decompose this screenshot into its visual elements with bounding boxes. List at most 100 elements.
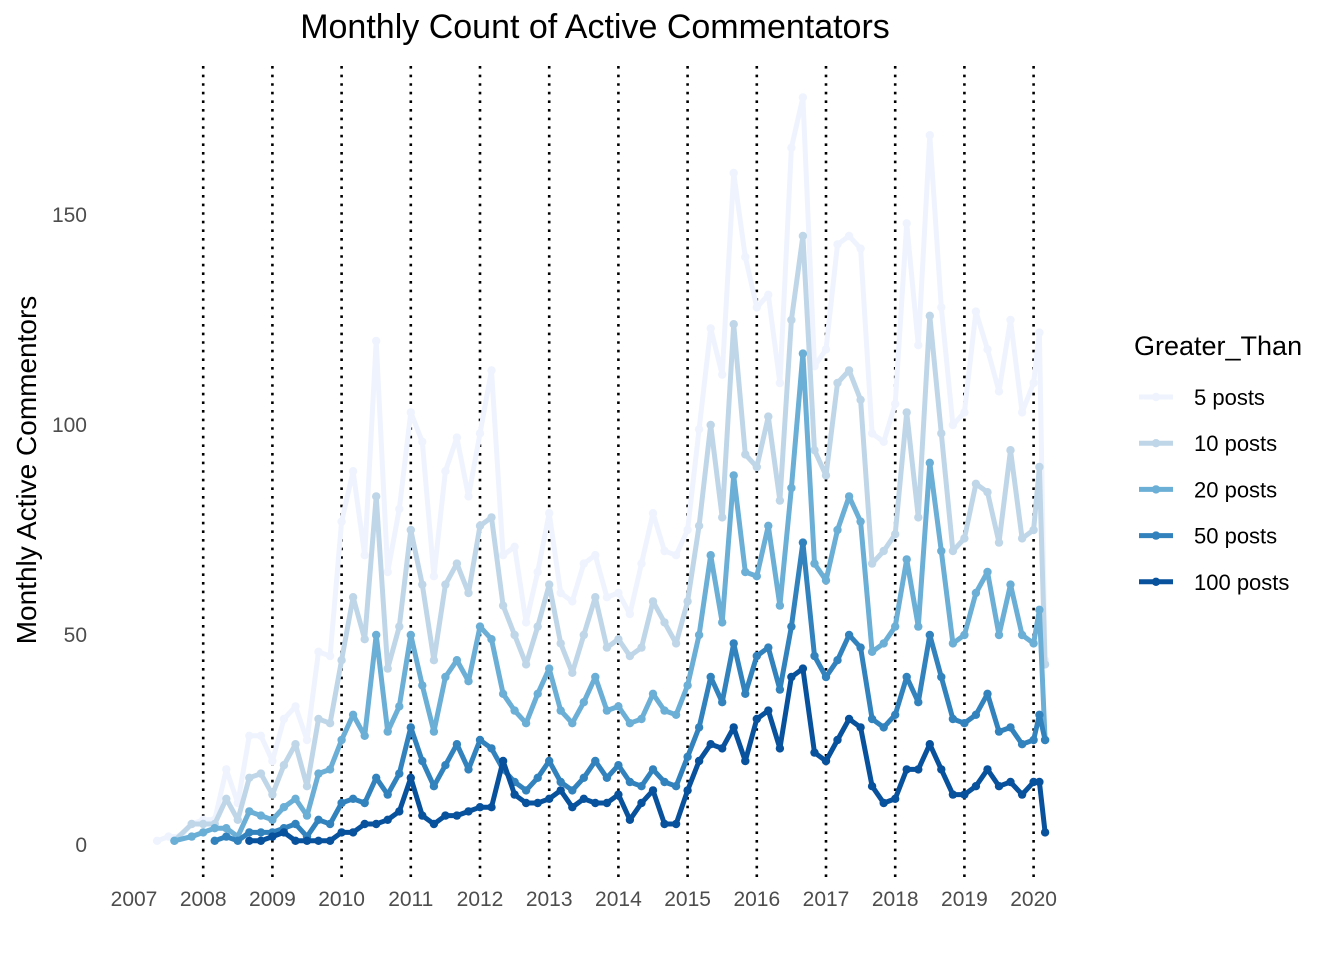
data-point: [925, 131, 934, 140]
data-point: [487, 744, 496, 753]
data-point: [1029, 525, 1038, 535]
data-point: [787, 143, 796, 152]
data-point: [521, 618, 531, 627]
data-point: [787, 315, 796, 325]
data-point: [256, 836, 266, 845]
data-point: [787, 672, 796, 682]
data-point: [856, 723, 865, 732]
x-tick-label: 2017: [803, 888, 850, 911]
data-point: [798, 538, 808, 547]
data-point: [533, 798, 542, 808]
legend-label: 100 posts: [1194, 570, 1289, 595]
data-point: [879, 723, 888, 732]
data-point: [475, 803, 485, 812]
legend-item: 5 posts: [1139, 385, 1265, 410]
data-point: [833, 525, 842, 535]
data-point: [706, 324, 715, 333]
data-point: [210, 824, 219, 833]
data-point: [372, 630, 381, 640]
data-point: [694, 521, 704, 530]
data-point: [614, 790, 623, 799]
data-point: [821, 576, 831, 585]
data-point: [867, 782, 877, 791]
data-point: [752, 714, 761, 724]
data-point: [418, 756, 427, 766]
data-point: [891, 622, 900, 631]
data-point: [222, 794, 231, 803]
data-point: [475, 429, 485, 438]
data-point: [245, 731, 254, 740]
data-point: [879, 437, 888, 446]
x-tick-label: 2010: [318, 888, 365, 911]
data-point: [337, 735, 346, 745]
data-point: [937, 546, 946, 556]
data-point: [533, 773, 542, 782]
data-point: [348, 467, 358, 476]
data-point: [729, 168, 738, 178]
x-tick-label: 2007: [111, 888, 158, 911]
data-point: [395, 504, 404, 514]
data-point: [891, 530, 900, 539]
data-point: [337, 517, 346, 526]
data-point: [302, 836, 312, 845]
x-tick-label: 2013: [526, 888, 573, 911]
data-point: [694, 630, 704, 640]
data-point: [245, 836, 254, 845]
data-point: [464, 765, 473, 774]
data-point: [948, 420, 958, 430]
data-point: [798, 231, 808, 241]
data-point: [302, 735, 312, 745]
data-point: [983, 689, 992, 698]
data-point: [337, 656, 346, 665]
data-point: [914, 765, 923, 774]
year-marker-lines: [201, 66, 1035, 878]
data-point: [199, 819, 208, 829]
data-point: [279, 761, 289, 770]
data-point: [741, 252, 750, 262]
data-point: [718, 370, 727, 379]
data-point: [568, 719, 577, 728]
x-tick-label: 2011: [388, 888, 433, 911]
data-point: [429, 656, 439, 665]
data-point: [233, 815, 242, 824]
data-point: [591, 798, 600, 808]
data-point: [383, 664, 392, 673]
data-point: [718, 744, 727, 753]
data-point: [983, 567, 992, 577]
data-point: [637, 782, 646, 791]
data-point: [752, 572, 761, 581]
y-tick-label: 150: [52, 204, 87, 227]
data-point: [418, 437, 427, 446]
data-point: [741, 756, 750, 766]
data-point: [937, 765, 946, 774]
data-point: [648, 509, 658, 518]
legend-item: 100 posts: [1139, 570, 1289, 595]
x-tick-label: 2008: [180, 888, 227, 911]
data-point: [256, 731, 266, 740]
data-point: [856, 395, 865, 404]
data-point: [487, 513, 496, 522]
data-point: [406, 773, 415, 782]
data-point: [625, 719, 635, 728]
data-point: [625, 651, 635, 661]
data-point: [452, 433, 462, 442]
data-point: [579, 794, 588, 803]
data-point: [441, 761, 450, 770]
data-point: [325, 765, 335, 774]
data-point: [545, 664, 554, 673]
data-point: [498, 601, 508, 610]
data-point: [914, 622, 923, 631]
data-point: [348, 710, 358, 719]
data-point: [170, 836, 179, 845]
data-point: [545, 756, 554, 766]
data-point: [268, 756, 277, 766]
data-point: [418, 580, 427, 589]
data-point: [498, 689, 508, 698]
data-point: [660, 706, 669, 715]
data-point: [637, 798, 646, 808]
data-point: [464, 677, 473, 686]
data-point: [844, 231, 854, 241]
x-tick-label: 2012: [457, 888, 504, 911]
data-point: [1006, 315, 1015, 325]
